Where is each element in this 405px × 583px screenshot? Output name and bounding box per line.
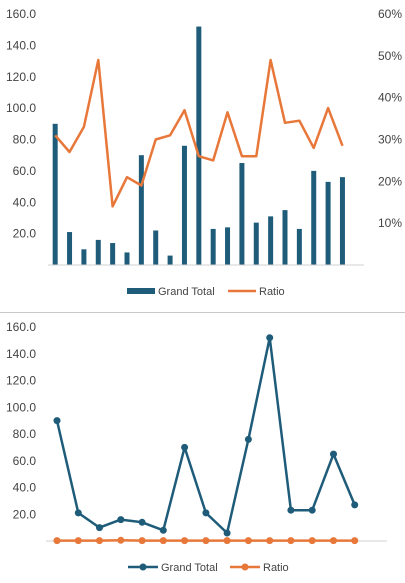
point-grand-total (181, 443, 189, 451)
point-ratio (117, 536, 125, 544)
legend: Grand Total Ratio (127, 286, 285, 298)
y-tick-label: 40.0 (13, 481, 37, 495)
point-ratio (244, 537, 252, 545)
point-ratio (330, 537, 337, 545)
bar-grand-total (196, 26, 202, 265)
y-left-tick-label: 60.0 (13, 164, 37, 178)
legend-swatch-grand-total (127, 288, 155, 294)
bar-grand-total (124, 252, 130, 265)
bar-grand-total (95, 239, 101, 265)
y-right-tick-label: 50% (378, 49, 402, 63)
bar-grand-total (210, 228, 216, 265)
line-ratio (54, 58, 344, 208)
legend-label-grand-total: Grand Total (158, 286, 215, 298)
bar-grand-total (296, 228, 302, 265)
y-left-tick-label: 140.0 (6, 38, 36, 52)
point-ratio (287, 537, 295, 545)
point-ratio (223, 537, 231, 545)
left-axis-ticks: 20.0 40.0 60.0 80.0 100.0 120.0 140.0 160.0 (6, 7, 36, 241)
point-ratio (202, 537, 210, 545)
point-ratio (74, 537, 82, 545)
y-left-tick-label: 100.0 (6, 101, 36, 115)
y-tick-label: 80.0 (13, 427, 37, 441)
legend-marker-ratio (241, 563, 249, 571)
legend-label-grand-total: Grand Total (161, 562, 218, 574)
y-right-tick-label: 40% (378, 91, 402, 105)
y-tick-label: 60.0 (13, 454, 37, 468)
point-grand-total (308, 506, 316, 514)
bar-grand-total (153, 230, 159, 265)
bar-grand-total (67, 232, 73, 265)
y-left-tick-label: 40.0 (13, 195, 37, 209)
bar-grand-total (225, 227, 231, 265)
legend-marker-grand-total (139, 563, 147, 571)
bar-grand-total (268, 216, 274, 265)
point-grand-total (96, 524, 103, 532)
bar-grand-total (167, 255, 173, 265)
point-grand-total (223, 529, 231, 537)
point-ratio (96, 537, 103, 545)
y-tick-label: 100.0 (6, 400, 36, 414)
line-series (54, 58, 344, 208)
bar-grand-total (110, 243, 116, 265)
legend: Grand Total Ratio (128, 562, 289, 574)
y-left-tick-label: 160.0 (6, 7, 36, 21)
y-tick-label: 20.0 (13, 507, 37, 521)
legend-label-ratio: Ratio (263, 562, 289, 574)
point-ratio (53, 537, 61, 545)
point-grand-total (351, 501, 359, 509)
point-grand-total (138, 518, 146, 526)
chart-divider (0, 312, 405, 313)
point-grand-total (330, 450, 337, 458)
point-grand-total (202, 509, 210, 517)
line-grand-total (55, 336, 356, 535)
bar-grand-total (325, 181, 331, 265)
y-left-tick-label: 120.0 (6, 70, 36, 84)
point-grand-total (287, 506, 295, 514)
y-tick-label: 140.0 (6, 347, 36, 361)
bar-grand-total (253, 222, 259, 265)
point-grand-total (74, 509, 82, 517)
point-ratio (159, 537, 167, 545)
point-ratio (308, 537, 316, 545)
point-ratio (351, 537, 359, 545)
y-right-tick-label: 10% (378, 216, 402, 230)
point-ratio (138, 537, 146, 545)
y-right-tick-label: 20% (378, 174, 402, 188)
bar-grand-total (138, 155, 144, 265)
legend-label-ratio: Ratio (259, 286, 285, 298)
bar-grand-total (181, 145, 187, 265)
point-grand-total (53, 417, 61, 425)
right-axis-ticks: 10% 20% 30% 40% 50% 60% (378, 7, 402, 230)
bar-series (52, 26, 345, 265)
y-left-tick-label: 80.0 (13, 133, 37, 147)
line-chart: 20.0 40.0 60.0 80.0 100.0 120.0 140.0 160.0 Gra… (6, 320, 387, 574)
bar-grand-total (311, 170, 317, 265)
point-grand-total (159, 526, 167, 534)
bar-grand-total (81, 249, 87, 265)
line-series (53, 334, 359, 545)
y-left-tick-label: 20.0 (13, 227, 37, 241)
point-ratio (266, 537, 274, 545)
bar-grand-total (52, 123, 58, 265)
bar-grand-total (339, 177, 345, 265)
point-grand-total (117, 516, 125, 524)
y-right-tick-label: 60% (378, 7, 402, 21)
combo-chart: 20.0 40.0 60.0 80.0 100.0 120.0 140.0 160.0 10%… (6, 7, 402, 298)
bar-grand-total (282, 210, 288, 265)
point-ratio (181, 537, 189, 545)
y-tick-label: 160.0 (6, 320, 36, 334)
point-grand-total (244, 435, 252, 443)
y-right-tick-label: 30% (378, 133, 402, 147)
y-axis-ticks: 20.0 40.0 60.0 80.0 100.0 120.0 140.0 160.0 (6, 320, 36, 521)
y-tick-label: 120.0 (6, 374, 36, 388)
bar-grand-total (239, 163, 245, 265)
point-grand-total (266, 334, 274, 342)
